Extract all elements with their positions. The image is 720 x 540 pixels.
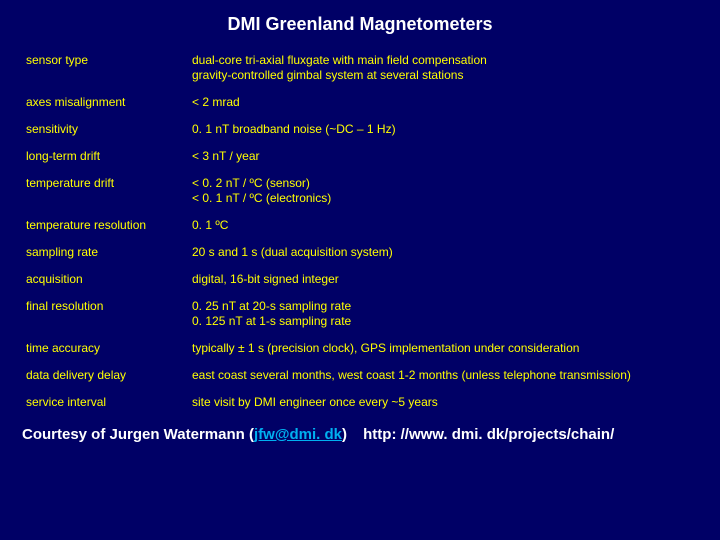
spec-value: digital, 16-bit signed integer <box>188 266 698 293</box>
spec-label: temperature drift <box>22 170 188 212</box>
spec-label: data delivery delay <box>22 362 188 389</box>
footer-suffix: ) <box>342 426 347 443</box>
spec-value: 0. 1 nT broadband noise (~DC – 1 Hz) <box>188 116 698 143</box>
spec-label: sampling rate <box>22 239 188 266</box>
table-row: time accuracytypically ± 1 s (precision … <box>22 335 698 362</box>
slide: DMI Greenland Magnetometers sensor typed… <box>0 0 720 540</box>
footer-email-link[interactable]: jfw@dmi. dk <box>254 426 342 443</box>
table-row: data delivery delayeast coast several mo… <box>22 362 698 389</box>
spec-label: final resolution <box>22 293 188 335</box>
spec-value: < 2 mrad <box>188 89 698 116</box>
spec-label: service interval <box>22 389 188 416</box>
footer: Courtesy of Jurgen Watermann (jfw@dmi. d… <box>22 426 698 443</box>
table-row: service intervalsite visit by DMI engine… <box>22 389 698 416</box>
spec-label: sensitivity <box>22 116 188 143</box>
table-row: axes misalignment< 2 mrad <box>22 89 698 116</box>
spec-label: sensor type <box>22 47 188 89</box>
table-row: final resolution0. 25 nT at 20-s samplin… <box>22 293 698 335</box>
spec-value: east coast several months, west coast 1-… <box>188 362 698 389</box>
spec-value: site visit by DMI engineer once every ~5… <box>188 389 698 416</box>
spec-value: dual-core tri-axial fluxgate with main f… <box>188 47 698 89</box>
page-title: DMI Greenland Magnetometers <box>22 14 698 35</box>
footer-prefix: Courtesy of Jurgen Watermann ( <box>22 426 254 443</box>
table-row: long-term drift< 3 nT / year <box>22 143 698 170</box>
table-row: temperature drift< 0. 2 nT / ºC (sensor)… <box>22 170 698 212</box>
spec-label: time accuracy <box>22 335 188 362</box>
spec-table: sensor typedual-core tri-axial fluxgate … <box>22 47 698 416</box>
table-row: temperature resolution0. 1 ºC <box>22 212 698 239</box>
table-row: sampling rate20 s and 1 s (dual acquisit… <box>22 239 698 266</box>
spec-label: temperature resolution <box>22 212 188 239</box>
spec-label: acquisition <box>22 266 188 293</box>
spec-value: 0. 1 ºC <box>188 212 698 239</box>
spec-value: 0. 25 nT at 20-s sampling rate0. 125 nT … <box>188 293 698 335</box>
table-row: acquisitiondigital, 16-bit signed intege… <box>22 266 698 293</box>
spec-table-body: sensor typedual-core tri-axial fluxgate … <box>22 47 698 416</box>
table-row: sensor typedual-core tri-axial fluxgate … <box>22 47 698 89</box>
spec-value: 20 s and 1 s (dual acquisition system) <box>188 239 698 266</box>
spec-value: typically ± 1 s (precision clock), GPS i… <box>188 335 698 362</box>
spec-value: < 3 nT / year <box>188 143 698 170</box>
spec-label: long-term drift <box>22 143 188 170</box>
footer-url: http: //www. dmi. dk/projects/chain/ <box>363 426 614 443</box>
spec-value: < 0. 2 nT / ºC (sensor)< 0. 1 nT / ºC (e… <box>188 170 698 212</box>
spec-label: axes misalignment <box>22 89 188 116</box>
table-row: sensitivity0. 1 nT broadband noise (~DC … <box>22 116 698 143</box>
